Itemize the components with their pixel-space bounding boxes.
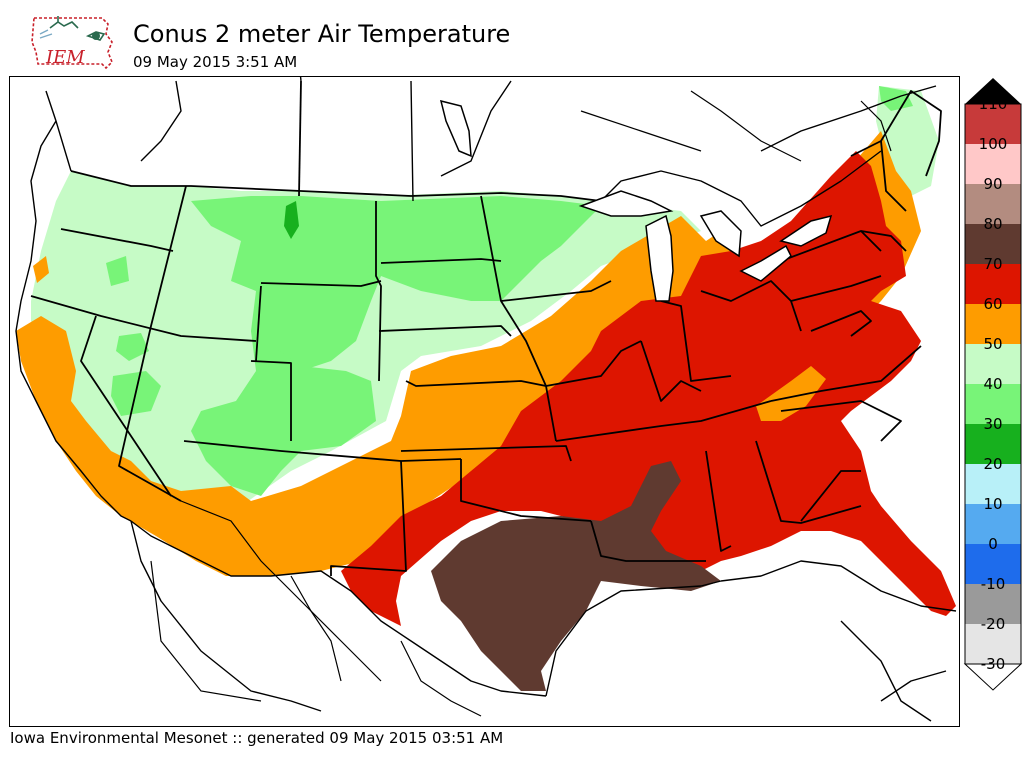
colorbar-bin: [965, 264, 1021, 304]
temperature-map: [9, 76, 960, 727]
colorbar-bin: [965, 184, 1021, 224]
colorbar-bin: [965, 424, 1021, 464]
colorbar-bin: [965, 384, 1021, 424]
contour-brown: [431, 461, 721, 691]
contour-green-oregon: [106, 256, 129, 286]
colorbar-bin: [965, 624, 1021, 664]
colorbar-tick-label: 80: [983, 215, 1003, 233]
colorbar-tick-label: -20: [980, 615, 1006, 633]
colorbar-bin: [965, 104, 1021, 144]
contour-dark-green: [284, 201, 299, 239]
colorbar-bin: [965, 144, 1021, 184]
contour-green-idaho: [116, 333, 149, 361]
contour-green-central: [191, 331, 376, 496]
colorbar-tick-label: 30: [983, 415, 1003, 433]
colorbar-tick-label: 110: [978, 95, 1008, 113]
colorbar-tick-label: -30: [980, 655, 1006, 673]
colorbar-bin: [965, 304, 1021, 344]
colorbar-tick-label: 60: [983, 295, 1003, 313]
colorbar-tick-label: 0: [988, 535, 998, 553]
colorbar-tick-label: 20: [983, 455, 1003, 473]
colorbar-bin: [965, 344, 1021, 384]
colorbar-bin: [965, 544, 1021, 584]
contour-orange: [16, 131, 921, 576]
colorbar-max-extension: [965, 78, 1021, 104]
temperature-colorbar: [963, 76, 1023, 692]
colorbar-bin: [965, 464, 1021, 504]
logo-text: IEM: [46, 47, 85, 68]
map-timestamp: 09 May 2015 3:51 AM: [133, 53, 298, 71]
colorbar-bin: [965, 224, 1021, 264]
colorbar-tick-label: 40: [983, 375, 1003, 393]
map-title: Conus 2 meter Air Temperature: [133, 20, 511, 48]
colorbar-bin: [965, 504, 1021, 544]
colorbar-tick-label: 50: [983, 335, 1003, 353]
contour-orange-pocket: [756, 366, 826, 421]
colorbar-tick-label: 10: [983, 495, 1003, 513]
footer-credit: Iowa Environmental Mesonet :: generated …: [10, 729, 504, 747]
contour-green-north: [191, 196, 601, 371]
colorbar-tick-label: -10: [980, 575, 1006, 593]
contour-red: [341, 151, 956, 626]
colorbar-tick-label: 90: [983, 175, 1003, 193]
contour-orange-oregon-coast: [33, 256, 49, 283]
colorbar-bin: [965, 584, 1021, 624]
colorbar-tick-label: 70: [983, 255, 1003, 273]
colorbar-tick-label: 100: [978, 135, 1008, 153]
